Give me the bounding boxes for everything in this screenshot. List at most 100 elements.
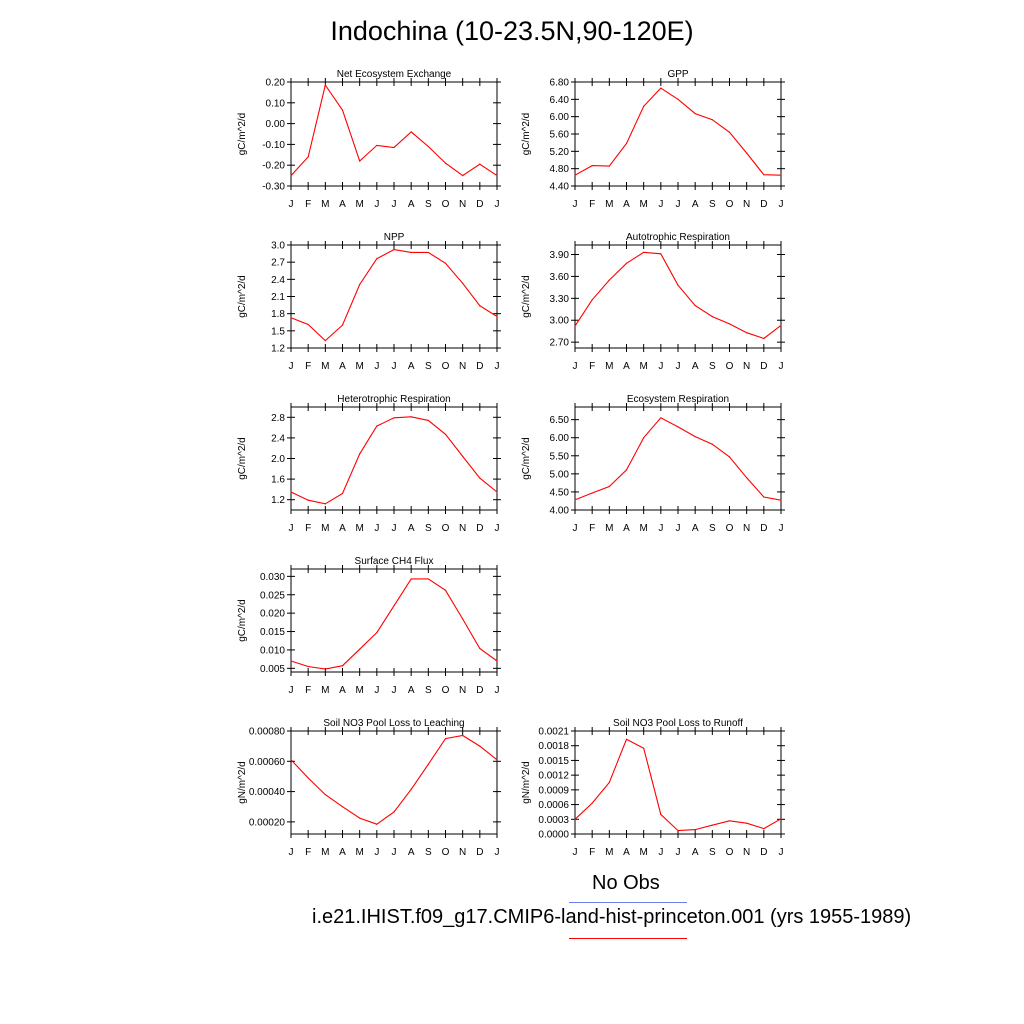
data-point — [444, 589, 447, 591]
y-tick-label: 1.2 — [271, 344, 285, 355]
y-tick-label: -0.20 — [262, 161, 285, 172]
x-tick-label: O — [442, 685, 450, 696]
x-tick-label: F — [589, 361, 595, 372]
y-tick-label: 0.0015 — [538, 756, 569, 767]
data-point — [643, 747, 645, 749]
x-tick-label: M — [321, 685, 329, 696]
x-tick-label: A — [623, 361, 630, 372]
data-point — [307, 323, 309, 326]
x-tick-label: J — [779, 361, 784, 372]
x-tick-label: S — [709, 523, 716, 534]
x-tick-label: N — [459, 199, 466, 210]
data-point — [359, 817, 361, 819]
x-tick-label: M — [321, 361, 329, 372]
data-point — [324, 339, 326, 342]
series-line — [574, 738, 782, 832]
data-point — [479, 745, 481, 747]
data-point — [608, 165, 610, 167]
x-tick-label: F — [305, 685, 311, 696]
y-tick-label: 0.0003 — [538, 815, 569, 826]
x-tick-label: N — [743, 523, 750, 534]
y-tick-label: 1.2 — [271, 495, 285, 506]
y-tick-label: 0.10 — [266, 98, 286, 109]
legend-obs-label: No Obs — [592, 872, 660, 894]
y-tick-label: 0.0012 — [538, 771, 569, 782]
data-point — [359, 648, 361, 650]
data-point — [608, 485, 610, 488]
data-point — [479, 647, 481, 650]
x-tick-label: D — [476, 847, 483, 858]
y-tick-label: 2.8 — [271, 413, 285, 424]
data-point — [410, 788, 412, 790]
data-point — [376, 823, 378, 825]
legend-model-line — [569, 938, 687, 939]
y-tick-label: 3.30 — [550, 294, 570, 305]
data-point — [608, 279, 610, 281]
y-tick-label: 2.7 — [271, 258, 285, 269]
panel-frame — [574, 81, 782, 187]
data-point — [763, 337, 765, 340]
y-axis-label: gN/m^2/d — [237, 761, 248, 804]
data-point — [462, 282, 464, 284]
data-point — [290, 759, 292, 761]
data-point — [376, 258, 378, 260]
x-tick-label: O — [726, 199, 734, 210]
data-point — [341, 806, 344, 808]
data-point — [660, 87, 662, 89]
y-tick-label: 2.0 — [271, 454, 285, 465]
panel-frame — [574, 406, 782, 511]
x-tick-label: S — [425, 523, 432, 534]
data-point — [591, 802, 593, 804]
x-tick-label: J — [289, 847, 294, 858]
x-tick-label: N — [459, 361, 466, 372]
x-tick-label: J — [289, 523, 294, 534]
data-point — [728, 820, 731, 822]
series-line — [290, 416, 498, 505]
x-tick-label: M — [355, 199, 363, 210]
x-tick-label: J — [779, 847, 784, 858]
y-tick-label: 0.00020 — [249, 817, 286, 828]
x-tick-label: J — [573, 847, 578, 858]
data-point — [359, 453, 361, 455]
x-tick-label: J — [676, 361, 681, 372]
series-line — [290, 734, 498, 825]
data-point — [393, 811, 395, 813]
x-tick-label: S — [709, 847, 716, 858]
data-point — [479, 305, 481, 307]
x-tick-label: O — [442, 361, 450, 372]
data-point — [660, 417, 662, 419]
x-tick-label: M — [605, 199, 613, 210]
y-tick-label: 0.00040 — [249, 787, 286, 798]
y-axis-label: gC/m^2/d — [521, 113, 532, 156]
x-tick-label: J — [289, 685, 294, 696]
panel-title: GPP — [667, 69, 688, 80]
data-point — [341, 109, 344, 111]
x-tick-label: J — [392, 523, 397, 534]
y-tick-label: 5.20 — [550, 147, 570, 158]
data-point — [711, 315, 713, 318]
data-point — [746, 332, 748, 334]
data-point — [677, 98, 679, 100]
data-point — [444, 262, 447, 264]
data-point — [290, 660, 292, 662]
data-point — [643, 437, 645, 439]
y-axis-label: gC/m^2/d — [521, 275, 532, 318]
y-tick-label: 2.4 — [271, 275, 285, 286]
x-tick-label: J — [658, 361, 663, 372]
y-tick-label: 3.00 — [550, 316, 570, 327]
data-point — [496, 759, 498, 761]
y-tick-label: 4.40 — [550, 182, 570, 193]
y-tick-label: 3.90 — [550, 250, 570, 261]
x-tick-label: J — [676, 199, 681, 210]
panel-frame — [574, 730, 782, 835]
data-point — [307, 499, 309, 501]
data-point — [479, 477, 481, 479]
y-axis-label: gN/m^2/d — [521, 761, 532, 804]
data-point — [625, 142, 628, 145]
series-line — [290, 249, 498, 342]
x-tick-label: M — [605, 523, 613, 534]
data-point — [307, 665, 309, 668]
x-tick-label: N — [459, 847, 466, 858]
figure-title: Indochina (10-23.5N,90-120E) — [330, 16, 694, 46]
x-tick-label: D — [760, 523, 767, 534]
